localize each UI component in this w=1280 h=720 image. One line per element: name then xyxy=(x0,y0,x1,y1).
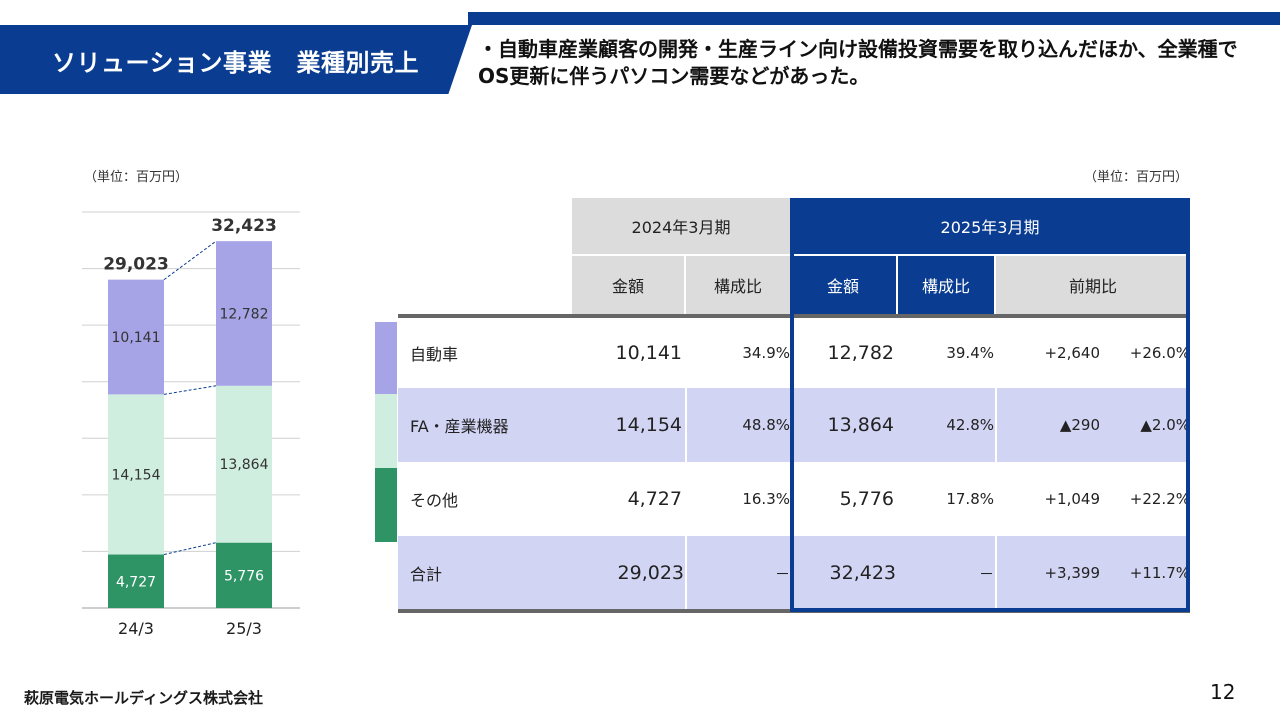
data-label-fa-0: 14,154 xyxy=(112,467,161,483)
prev-ratio-header: 構成比 xyxy=(686,256,790,314)
prev-ratio-total: － xyxy=(774,564,790,583)
bar-auto-0 xyxy=(108,279,164,395)
header-accent-stripe xyxy=(468,12,1280,25)
band-separator xyxy=(995,536,997,610)
stacked-bar-chart: 4,727 14,154 10,141 29,023 24/3 5,776 13,864 12… xyxy=(82,211,300,638)
diff-fa: ▲290 xyxy=(1059,416,1100,434)
band-separator xyxy=(995,388,997,462)
swatch-auto xyxy=(375,322,397,394)
connector-line xyxy=(163,542,217,556)
swatch-fa xyxy=(375,394,397,468)
lead-text: ・自動車産業顧客の開発・生産ライン向け設備投資需要を取り込んだほか、全業種でOS… xyxy=(478,37,1238,88)
prev-ratio-auto: 34.9% xyxy=(742,344,790,362)
total-label-1: 32,423 xyxy=(211,216,277,236)
title-band xyxy=(0,25,472,94)
diff-pct-fa: ▲2.0% xyxy=(1140,416,1190,434)
row-band-fa xyxy=(398,388,1190,462)
x-tick-label-0: 24/3 xyxy=(118,619,154,638)
diff-total: +3,399 xyxy=(1044,564,1100,582)
curr-ratio-header: 構成比 xyxy=(898,256,994,314)
bar-other-0 xyxy=(108,554,164,608)
diff-pct-total: +11.7% xyxy=(1129,564,1190,582)
current-period-highlight-frame xyxy=(790,198,1190,612)
row-label-total: 合計 xyxy=(410,565,443,584)
prev-ratio-other: 16.3% xyxy=(742,490,790,508)
yoy-header: 前期比 xyxy=(996,256,1190,314)
diff-pct-auto: +26.0% xyxy=(1129,344,1190,362)
curr-ratio-other: 17.8% xyxy=(946,490,994,508)
row-label-fa: FA・産業機器 xyxy=(410,417,509,436)
row-band-total xyxy=(398,536,1190,610)
row-label-auto: 自動車 xyxy=(410,345,459,364)
company-logo-text: 萩原電気ホールディングス株式会社 xyxy=(24,689,263,707)
diff-pct-other: +22.2% xyxy=(1129,490,1190,508)
curr-amount-other: 5,776 xyxy=(839,488,894,510)
band-separator xyxy=(685,388,687,462)
data-label-other-1: 5,776 xyxy=(224,568,264,584)
prev-amount-total: 29,023 xyxy=(617,562,684,584)
bar-other-1 xyxy=(216,542,272,608)
swatch-other xyxy=(375,468,397,542)
row-label-other: その他 xyxy=(410,491,459,510)
diff-other: +1,049 xyxy=(1044,490,1100,508)
bar-fa-1 xyxy=(216,385,272,543)
band-separator xyxy=(685,536,687,610)
sales-table: 2024年3月期 2025年3月期 金額 構成比 金額 構成比 前期比 自動車 … xyxy=(398,198,1190,614)
connector-line xyxy=(163,385,217,395)
data-label-other-0: 4,727 xyxy=(116,574,156,590)
bar-fa-0 xyxy=(108,394,164,555)
x-tick-label-1: 25/3 xyxy=(226,619,262,638)
prev-ratio-fa: 48.8% xyxy=(742,416,790,434)
curr-amount-header: 金額 xyxy=(790,256,896,314)
total-label-0: 29,023 xyxy=(103,255,169,275)
curr-amount-total: 32,423 xyxy=(829,562,896,584)
period-curr-header: 2025年3月期 xyxy=(790,198,1190,254)
diff-auto: +2,640 xyxy=(1044,344,1100,362)
slide-title: ソリューション事業 業種別売上 xyxy=(52,49,420,77)
table-unit-label: （単位：百万円） xyxy=(1084,170,1189,185)
curr-ratio-fa: 42.8% xyxy=(946,416,994,434)
curr-amount-fa: 13,864 xyxy=(827,414,894,436)
prev-amount-other: 4,727 xyxy=(627,488,682,510)
prev-amount-header: 金額 xyxy=(572,256,684,314)
curr-ratio-auto: 39.4% xyxy=(946,344,994,362)
chart-unit-label: （単位：百万円） xyxy=(84,170,189,185)
page-number: 12 xyxy=(1210,680,1236,704)
curr-amount-auto: 12,782 xyxy=(827,342,894,364)
curr-ratio-total: － xyxy=(978,564,994,583)
table-top-rule xyxy=(398,314,1190,318)
period-prev-header: 2024年3月期 xyxy=(572,198,790,254)
data-label-fa-1: 13,864 xyxy=(220,457,269,473)
prev-amount-auto: 10,141 xyxy=(615,342,682,364)
prev-amount-fa: 14,154 xyxy=(615,414,682,436)
bar-auto-1 xyxy=(216,241,272,386)
data-label-auto-0: 10,141 xyxy=(112,330,161,346)
data-label-auto-1: 12,782 xyxy=(220,306,269,322)
connector-line xyxy=(163,240,217,281)
